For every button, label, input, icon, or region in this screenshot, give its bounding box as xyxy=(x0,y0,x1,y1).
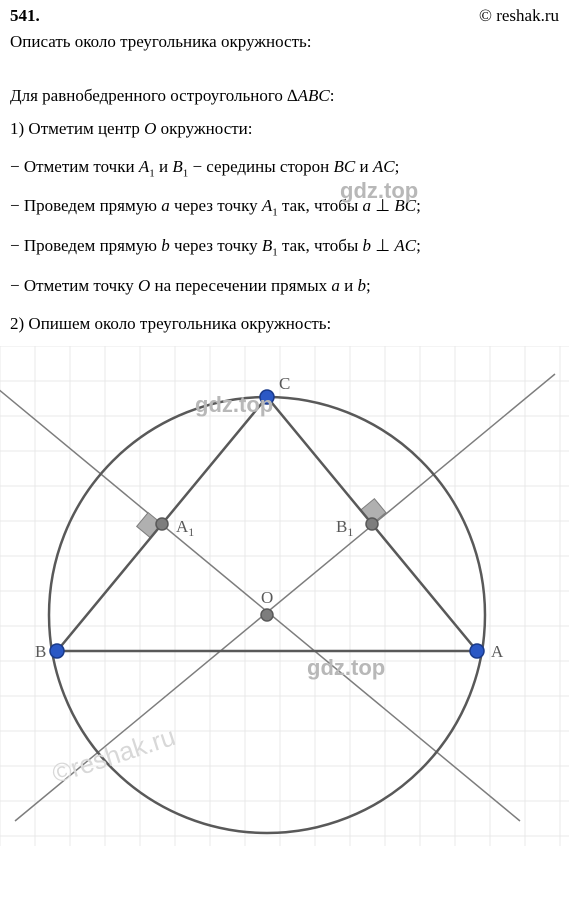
step-1a: − Отметим точки A1 и B1 − середины сторо… xyxy=(0,148,569,188)
svg-text:B: B xyxy=(35,642,46,661)
task-title: Описать около треугольника окружность: xyxy=(0,30,569,58)
diagram-svg: A B C A1 B1 O xyxy=(0,346,569,846)
step-1c: − Проведем прямую b через точку B1 так, … xyxy=(0,227,569,267)
step-2: 2) Опишем около треугольника окружность: xyxy=(0,305,569,343)
svg-text:C: C xyxy=(279,374,290,393)
problem-number: 541. xyxy=(10,6,40,26)
svg-text:B1: B1 xyxy=(336,517,353,539)
svg-text:O: O xyxy=(261,588,273,607)
diagram: A B C A1 B1 O xyxy=(0,346,569,846)
svg-text:A: A xyxy=(491,642,504,661)
subtitle: Для равнобедренного остроугольного ∆ABC: xyxy=(0,58,569,110)
step-1b: − Проведем прямую a через точку A1 так, … xyxy=(0,187,569,227)
step-1: 1) Отметим центр O окружности: xyxy=(0,110,569,148)
step-1d: − Отметим точку O на пересечении прямых … xyxy=(0,267,569,305)
copyright: © reshak.ru xyxy=(479,6,559,26)
svg-text:A1: A1 xyxy=(176,517,194,539)
